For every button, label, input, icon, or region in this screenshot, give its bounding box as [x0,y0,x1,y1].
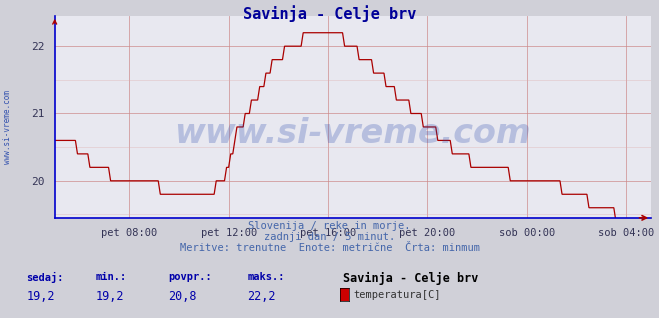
Text: povpr.:: povpr.: [168,272,212,282]
Text: www.si-vreme.com: www.si-vreme.com [3,90,13,164]
Text: Slovenija / reke in morje.: Slovenija / reke in morje. [248,221,411,231]
Text: temperatura[C]: temperatura[C] [354,290,442,300]
Text: maks.:: maks.: [247,272,285,282]
Text: min.:: min.: [96,272,127,282]
Text: zadnji dan / 5 minut.: zadnji dan / 5 minut. [264,232,395,242]
Text: 19,2: 19,2 [26,290,55,303]
Text: Savinja - Celje brv: Savinja - Celje brv [343,272,478,285]
Text: Meritve: trenutne  Enote: metrične  Črta: minmum: Meritve: trenutne Enote: metrične Črta: … [179,243,480,253]
Text: 19,2: 19,2 [96,290,124,303]
Text: Savinja - Celje brv: Savinja - Celje brv [243,5,416,22]
Text: www.si-vreme.com: www.si-vreme.com [175,116,531,149]
Text: sedaj:: sedaj: [26,272,64,283]
Text: 22,2: 22,2 [247,290,275,303]
Text: 20,8: 20,8 [168,290,196,303]
